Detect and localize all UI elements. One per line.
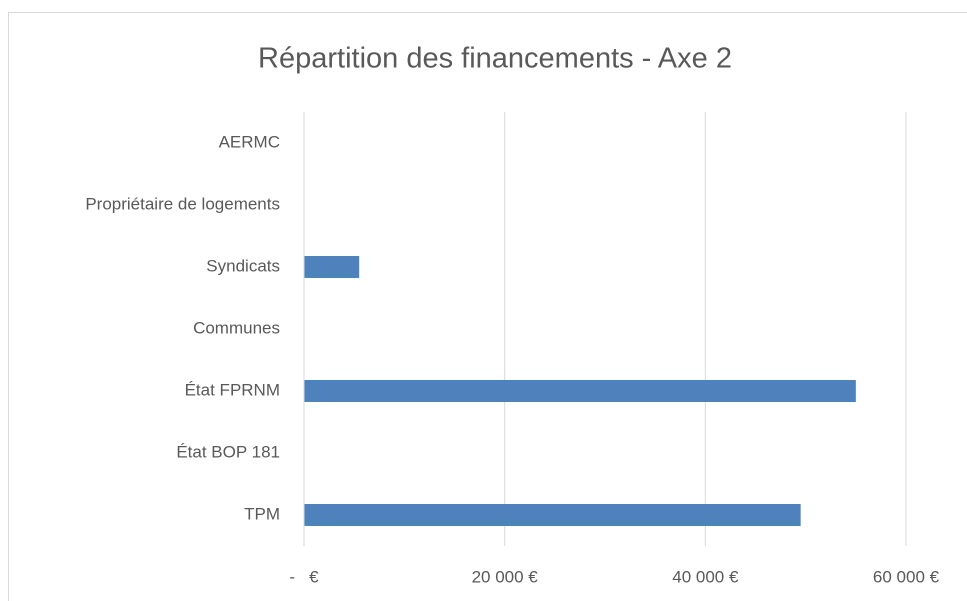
y-tick-label: État FPRNM	[185, 380, 280, 399]
chart-title: Répartition des financements - Axe 2	[258, 43, 732, 75]
y-tick-label: Syndicats	[206, 256, 280, 275]
bar	[304, 380, 856, 402]
y-tick-label: TPM	[244, 504, 280, 523]
bar	[304, 504, 801, 526]
x-tick-label: 40 000 €	[672, 567, 739, 586]
y-tick-label: Propriétaire de logements	[85, 194, 280, 213]
x-tick-label: - €	[289, 567, 319, 586]
bar	[304, 256, 360, 278]
chart-border	[8, 12, 967, 601]
y-tick-label: Communes	[193, 318, 280, 337]
y-tick-label: État BOP 181	[176, 442, 280, 461]
y-tick-label: AERMC	[219, 132, 280, 151]
x-tick-label: 60 000 €	[873, 567, 940, 586]
x-tick-label: 20 000 €	[472, 567, 539, 586]
